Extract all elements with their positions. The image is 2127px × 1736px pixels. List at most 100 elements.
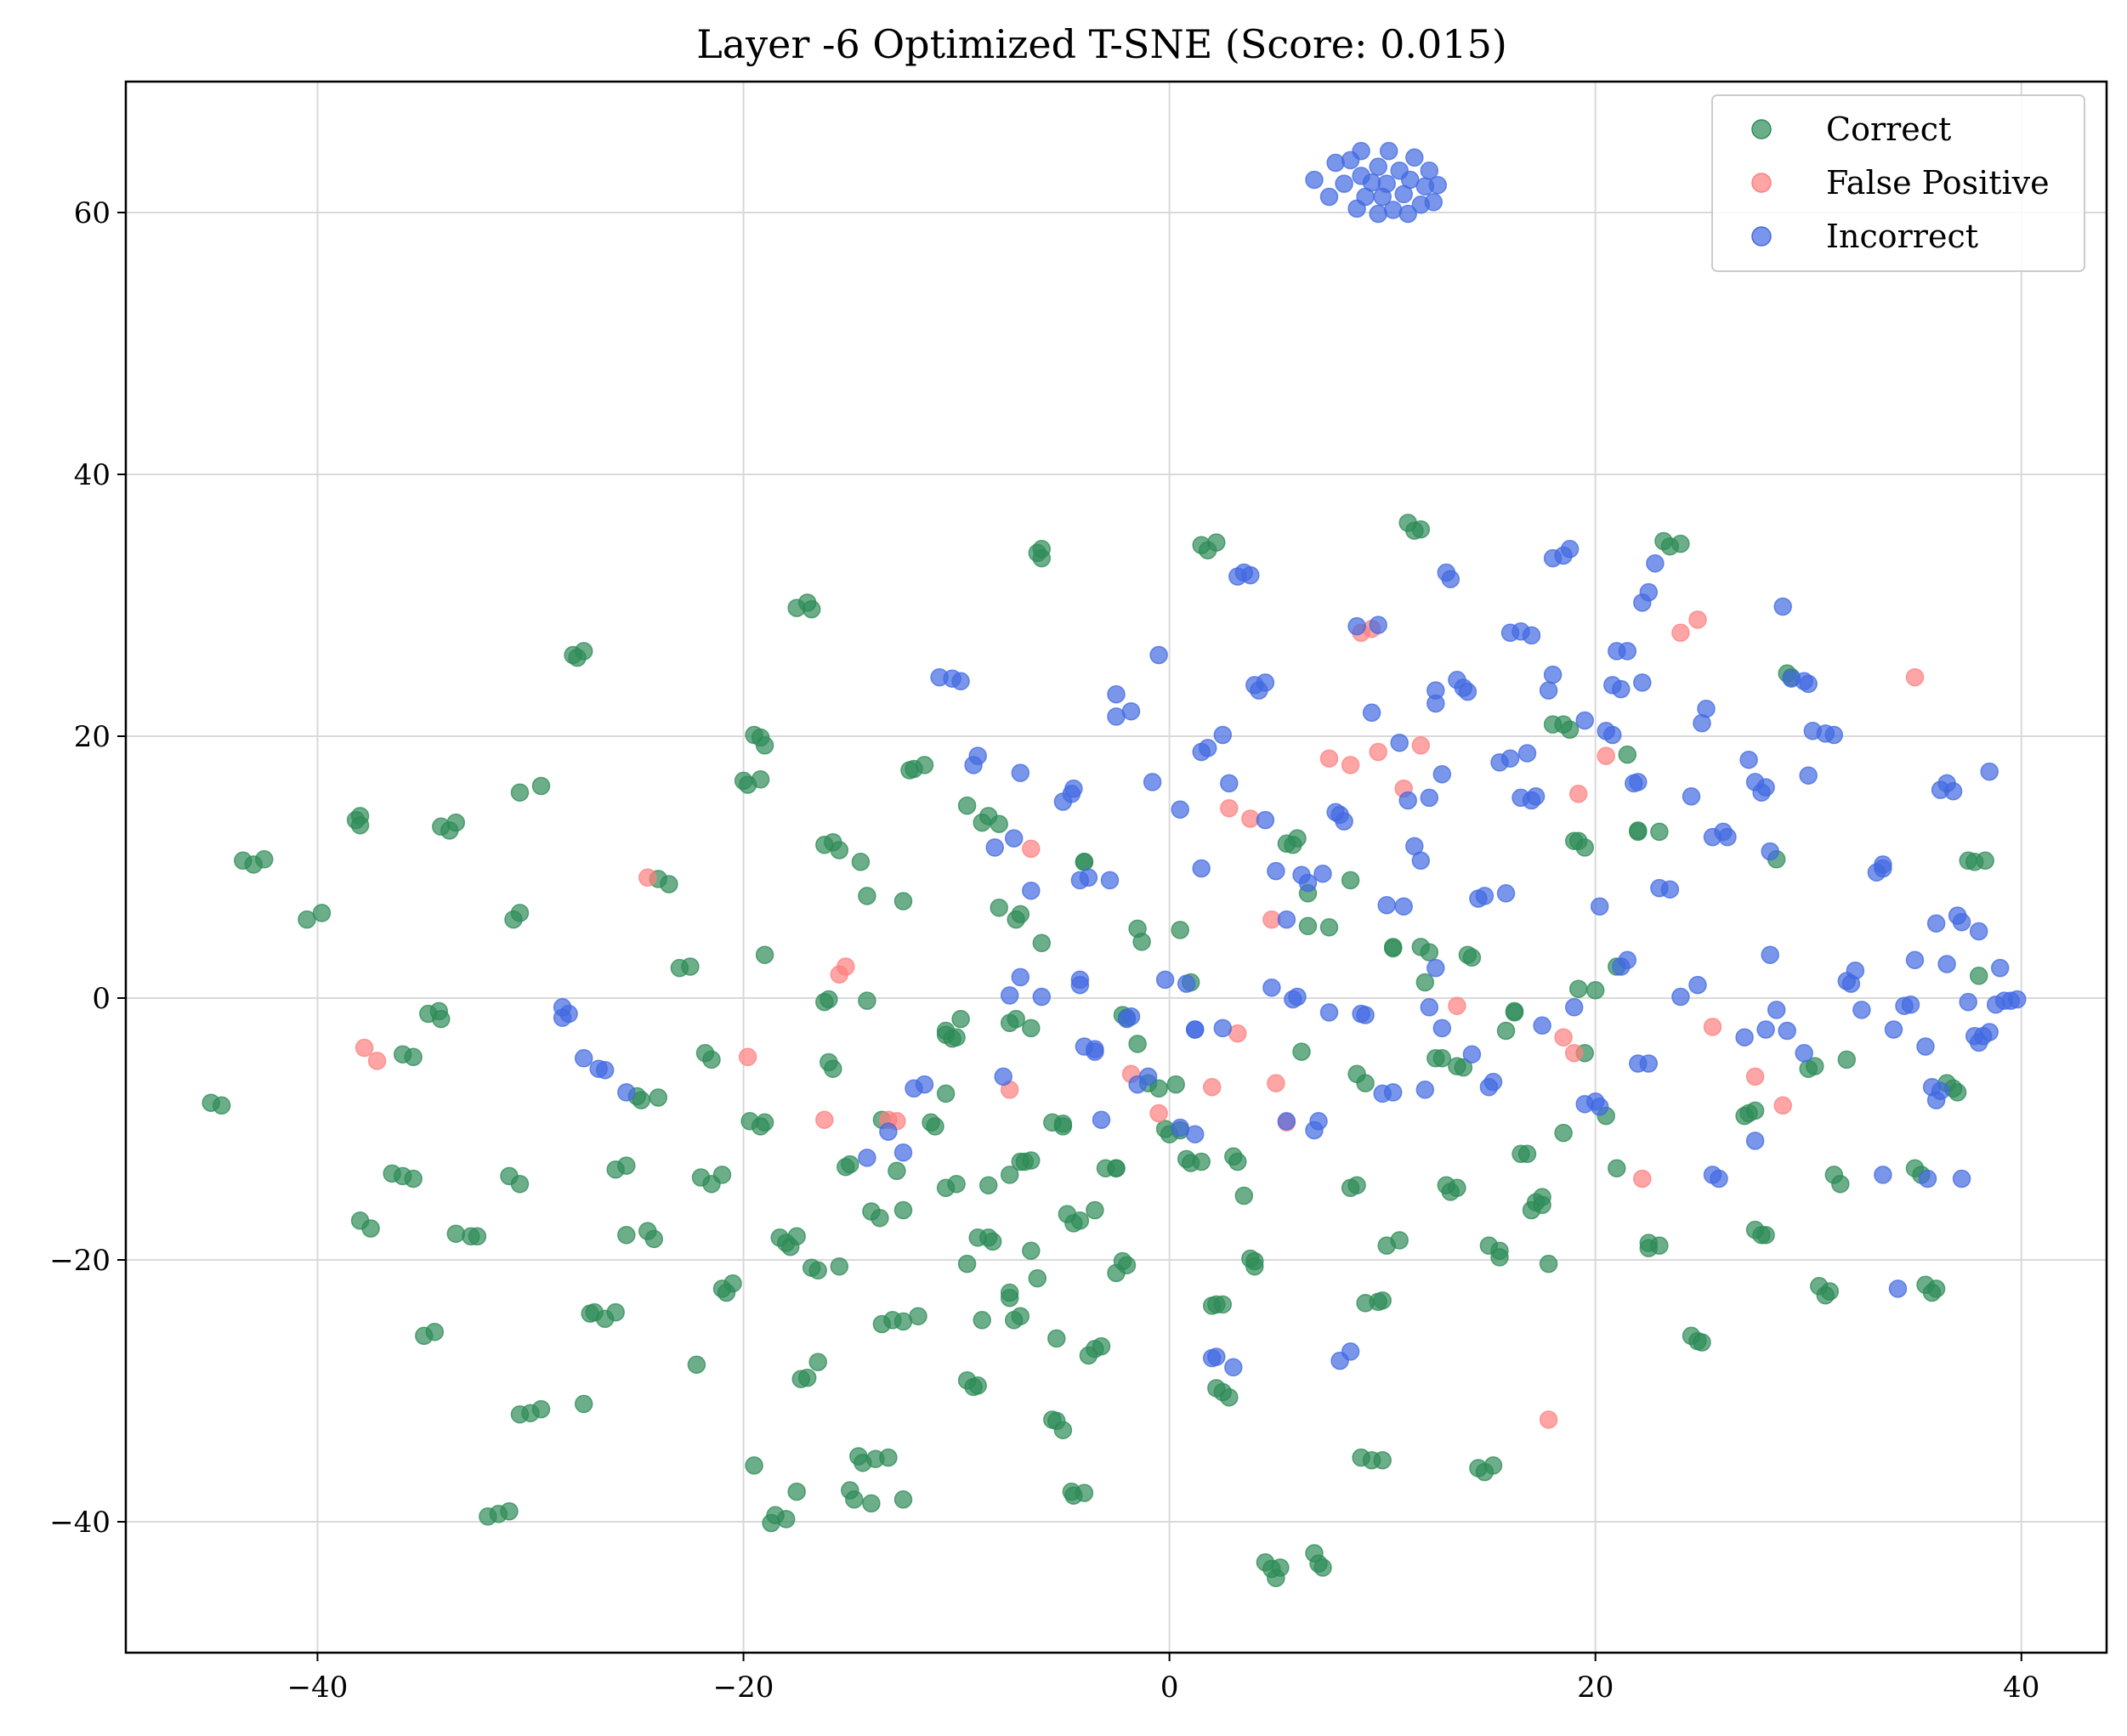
point-incorrect	[915, 1075, 934, 1094]
point-correct	[820, 990, 838, 1009]
point-correct	[1313, 1558, 1332, 1577]
point-incorrect	[1398, 204, 1417, 224]
point-correct	[893, 1200, 913, 1220]
point-incorrect	[1241, 565, 1260, 585]
point-correct	[1831, 1174, 1850, 1194]
point-incorrect	[1121, 1007, 1141, 1026]
point-incorrect	[1846, 961, 1865, 980]
point-correct	[1373, 1450, 1392, 1470]
point-correct	[957, 1254, 977, 1274]
point-correct	[978, 1176, 998, 1194]
legend-label-correct: Correct	[1826, 111, 1951, 148]
point-incorrect	[1926, 914, 1946, 933]
point-correct	[574, 1394, 593, 1414]
point-incorrect	[1427, 958, 1445, 978]
point-correct	[1171, 921, 1189, 939]
point-correct	[1011, 905, 1030, 924]
point-incorrect	[1256, 673, 1275, 692]
point-correct	[1107, 1159, 1126, 1177]
point-incorrect	[595, 1060, 615, 1080]
point-false-positive	[354, 1038, 374, 1058]
point-incorrect	[1761, 842, 1779, 861]
point-correct	[1462, 948, 1482, 967]
point-incorrect	[1390, 733, 1409, 752]
point-correct	[446, 1224, 466, 1243]
point-correct	[1948, 1083, 1967, 1102]
point-incorrect	[1710, 1169, 1728, 1189]
point-incorrect	[1420, 161, 1439, 180]
point-incorrect	[1560, 540, 1580, 559]
point-incorrect	[1107, 684, 1126, 704]
point-correct	[425, 1322, 445, 1342]
point-incorrect	[1874, 1166, 1892, 1184]
point-correct	[531, 1399, 551, 1419]
point-incorrect	[1458, 682, 1478, 701]
point-incorrect	[1149, 645, 1168, 665]
point-false-positive	[1554, 1028, 1573, 1047]
point-correct	[1192, 1152, 1211, 1172]
point-correct	[1341, 871, 1360, 890]
point-incorrect	[1475, 887, 1495, 905]
point-correct	[893, 892, 913, 911]
point-incorrect	[1192, 859, 1211, 878]
point-correct	[1000, 1288, 1019, 1308]
point-correct	[1432, 1049, 1452, 1068]
point-correct	[947, 1028, 966, 1047]
point-false-positive	[1341, 756, 1360, 774]
point-incorrect	[1004, 829, 1024, 848]
point-incorrect	[858, 1149, 876, 1167]
point-incorrect	[617, 1083, 636, 1102]
point-false-positive	[738, 1047, 757, 1067]
point-incorrect	[1341, 1342, 1360, 1361]
point-correct	[432, 1009, 451, 1029]
point-incorrect	[1000, 986, 1019, 1005]
point-correct	[1007, 1009, 1025, 1029]
point-false-positive	[1905, 667, 1925, 687]
scatter-points	[201, 141, 2027, 1587]
point-correct	[830, 841, 849, 859]
point-false-positive	[1688, 610, 1707, 629]
point-correct	[808, 1353, 827, 1371]
point-correct	[845, 1490, 864, 1509]
point-correct	[1149, 1079, 1168, 1098]
point-false-positive	[815, 1110, 834, 1129]
point-correct	[851, 853, 871, 871]
point-incorrect	[1918, 1169, 1937, 1189]
point-incorrect	[1213, 1018, 1233, 1038]
point-correct	[312, 904, 332, 922]
point-incorrect	[985, 838, 1004, 857]
point-false-positive	[1564, 1043, 1584, 1063]
point-incorrect	[1369, 616, 1387, 634]
point-incorrect	[1092, 1110, 1111, 1129]
point-correct	[888, 1161, 906, 1181]
y-tick-label: 0	[92, 982, 111, 1016]
point-incorrect	[1496, 884, 1516, 903]
point-correct	[1086, 1200, 1104, 1220]
point-correct	[1032, 540, 1052, 559]
point-incorrect	[1952, 1169, 1971, 1189]
point-correct	[1070, 1211, 1090, 1230]
point-correct	[1533, 1195, 1551, 1215]
point-correct	[824, 1059, 842, 1078]
point-incorrect	[968, 746, 987, 765]
point-false-positive	[1448, 996, 1466, 1015]
point-correct	[1245, 1257, 1264, 1276]
point-incorrect	[1901, 995, 1920, 1014]
point-correct	[973, 1311, 991, 1330]
point-correct	[702, 1050, 721, 1069]
point-incorrect	[994, 1067, 1012, 1086]
point-correct	[1483, 1456, 1503, 1475]
point-correct	[350, 815, 370, 835]
point-correct	[983, 1232, 1002, 1251]
point-correct	[531, 776, 551, 796]
point-correct	[968, 1376, 987, 1395]
point-incorrect	[1432, 764, 1452, 784]
point-correct	[951, 1009, 970, 1029]
point-incorrect	[1220, 774, 1239, 793]
point-incorrect	[1347, 616, 1366, 636]
point-incorrect	[1931, 1081, 1950, 1101]
point-correct	[1292, 1042, 1311, 1061]
point-incorrect	[1773, 597, 1792, 616]
point-correct	[1011, 1307, 1030, 1325]
point-incorrect	[1011, 967, 1030, 987]
